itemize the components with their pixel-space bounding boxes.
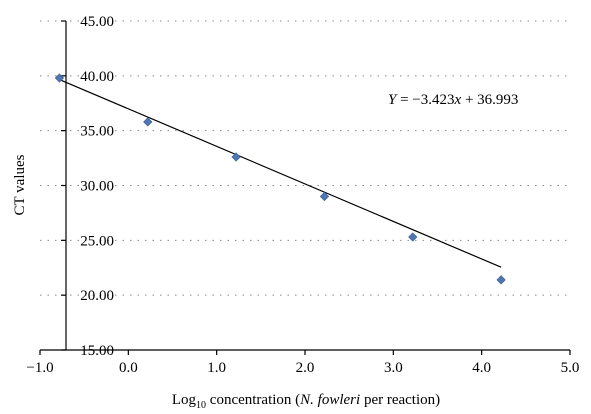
x-tick-label: 1.0 [207,360,226,376]
gridlines [40,20,570,296]
x-tick-label: 2.0 [296,360,315,376]
y-tick-label: 30.00 [80,179,114,195]
y-axis-title: CT values [12,154,28,215]
data-point [496,275,506,285]
x-axis-title-middle: concentration ( [206,392,300,408]
data-points [54,73,506,285]
axes [39,20,571,355]
y-tick-label: 15.00 [80,343,114,359]
data-point [143,117,153,127]
x-axis-title-genus: N. [299,392,314,408]
x-tick-label: 3.0 [384,360,403,376]
x-axis-title-species: fowleri [318,392,361,408]
trendline-layer [59,78,502,268]
trendline [59,78,502,268]
equation-x: x [454,92,462,108]
equation-y: Y [388,92,398,108]
data-point [408,232,418,242]
x-tick-label: 4.0 [472,360,491,376]
equation-mid: = −3.423 [396,92,454,108]
data-point [231,152,241,162]
x-axis-title-subscript: 10 [196,400,206,411]
x-tick-label: 0.0 [119,360,138,376]
y-tick-label: 25.00 [80,233,114,249]
x-axis-title-suffix: per reaction) [360,392,440,408]
data-point [54,73,65,83]
x-axis-title: Log10 concentration (N. fowleri per reac… [172,392,440,411]
x-tick-label: 5.0 [561,360,580,376]
y-tick-label: 35.00 [80,124,114,140]
x-tick-label: −1.0 [26,360,53,376]
data-point [319,191,330,202]
labels: Y = −3.423x + 36.993 CT values Log10 con… [12,14,579,411]
x-axis-title-prefix: Log [172,392,197,408]
trendline-equation: Y = −3.423x + 36.993 [388,92,518,108]
equation-tail: + 36.993 [461,92,518,108]
y-tick-label: 40.00 [80,69,114,85]
y-tick-label: 20.00 [80,288,114,304]
y-tick-label: 45.00 [80,14,114,30]
